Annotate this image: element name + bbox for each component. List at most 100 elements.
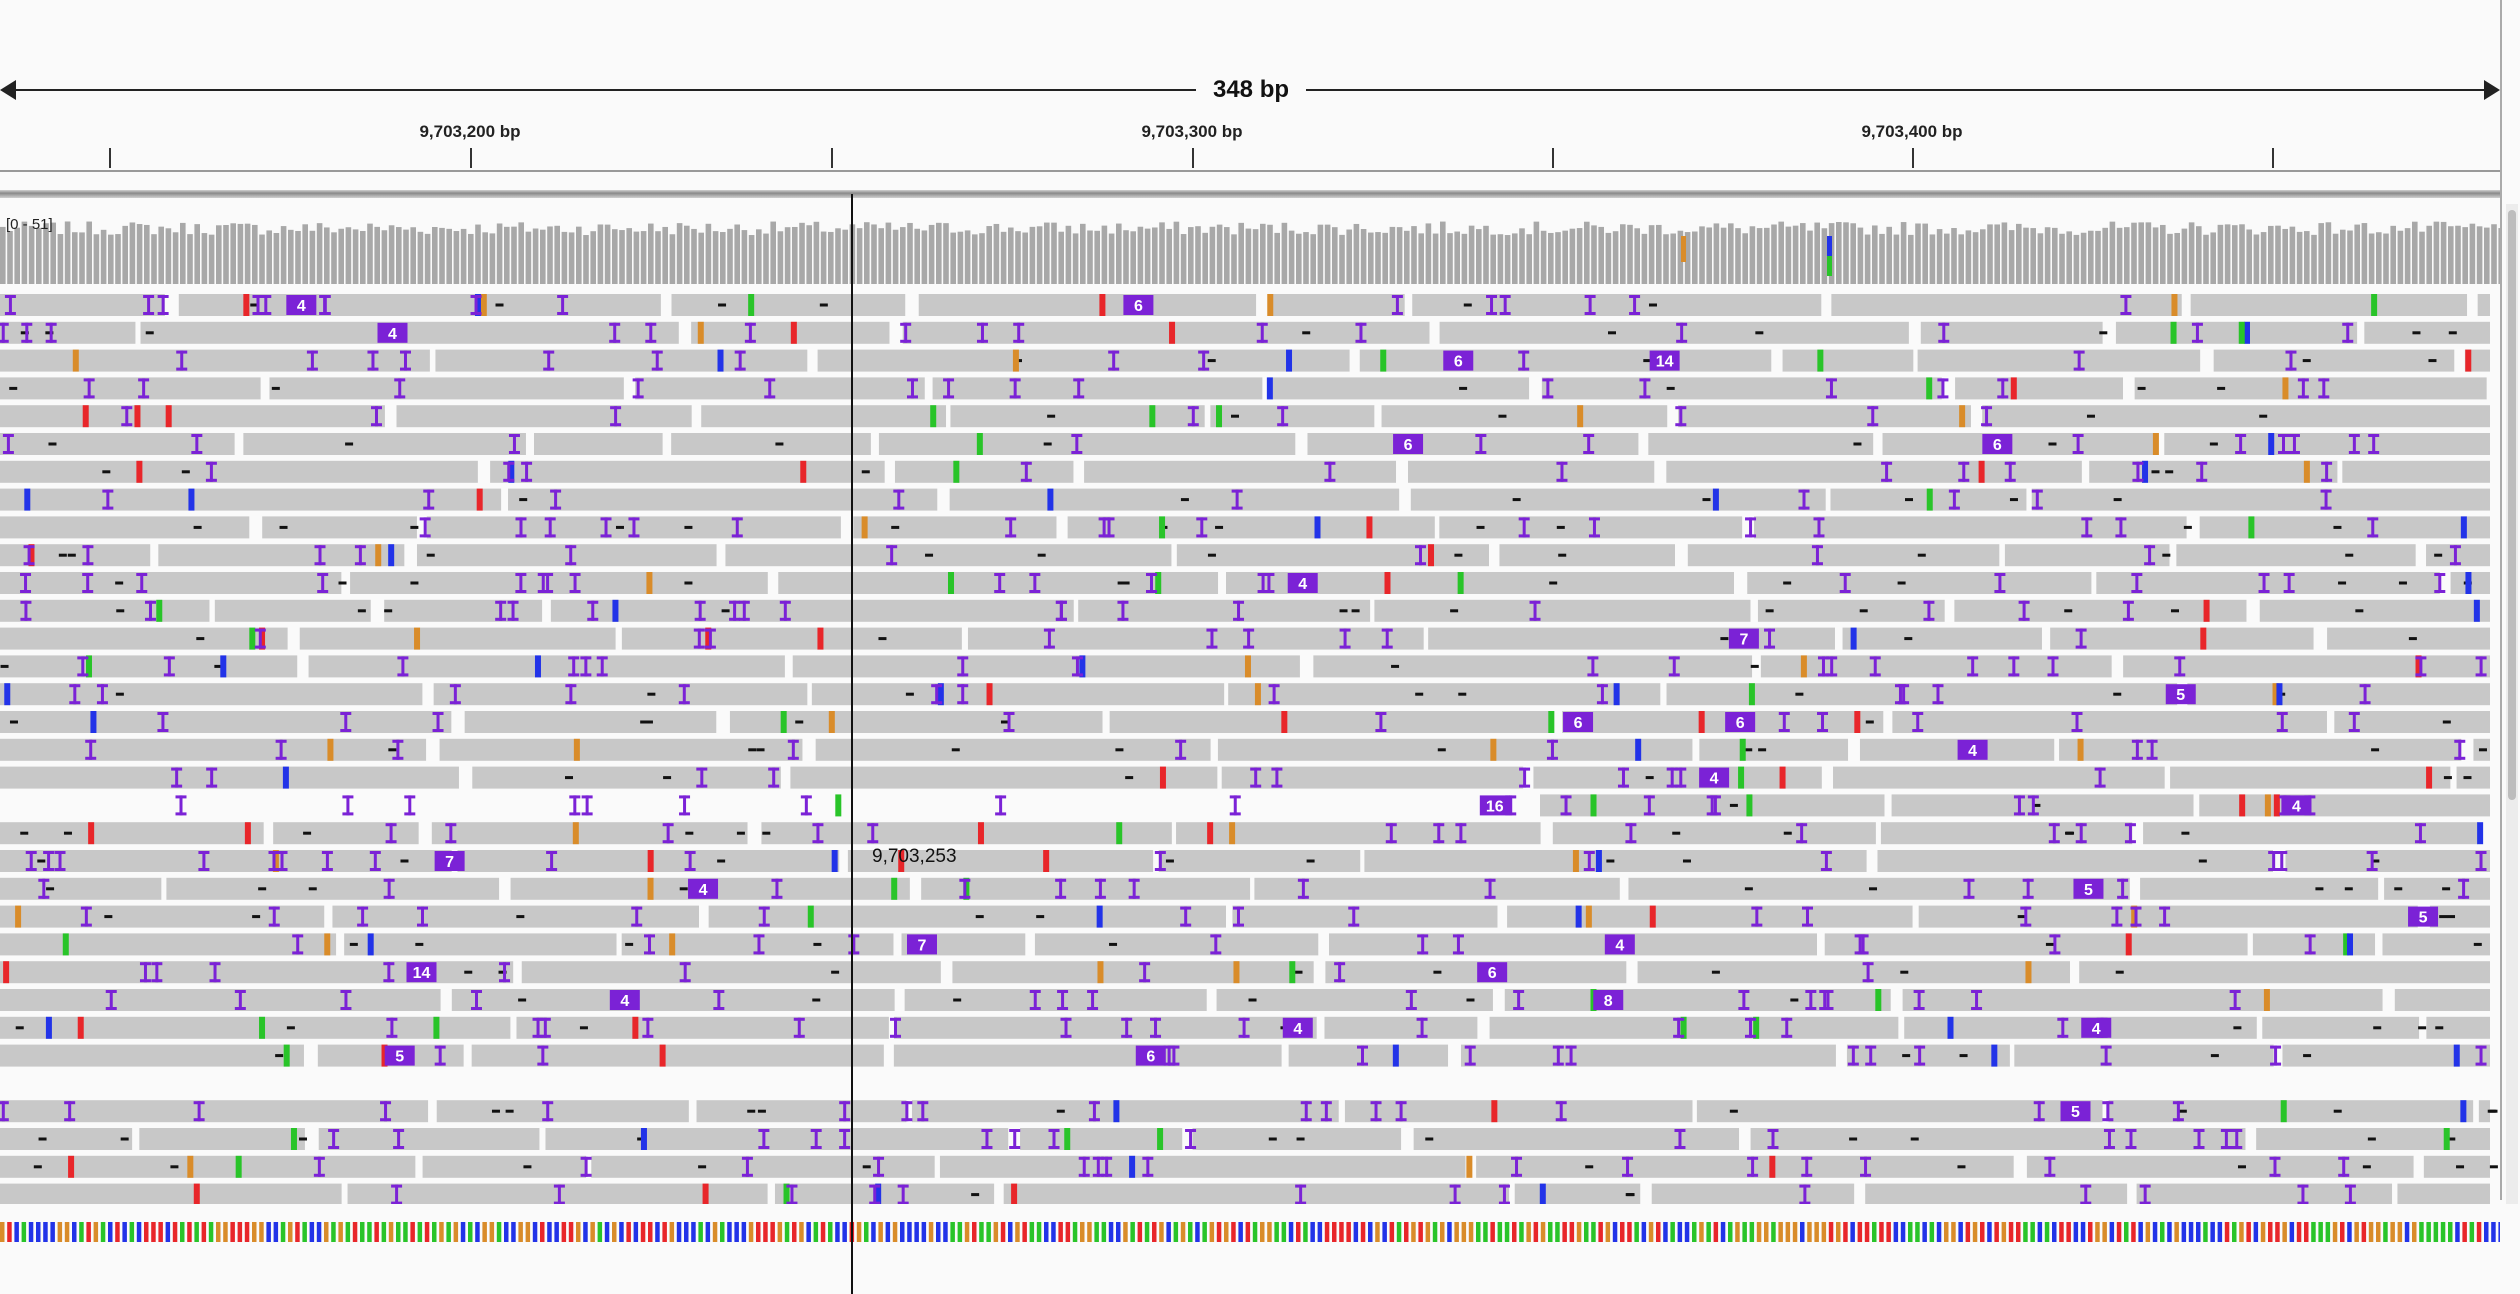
insertion-mark bbox=[698, 600, 702, 621]
insertion-mark bbox=[1971, 990, 1983, 993]
insertion-mark bbox=[318, 545, 322, 566]
read bbox=[1412, 294, 1822, 316]
reference-base bbox=[1540, 1222, 1546, 1242]
insertion-mark bbox=[1267, 573, 1271, 593]
insertion-mark bbox=[1061, 990, 1065, 1010]
coverage-bar bbox=[410, 227, 416, 284]
mismatch-mark bbox=[2453, 1044, 2460, 1067]
deletion-mark bbox=[345, 442, 354, 446]
insertion-mark bbox=[614, 406, 618, 427]
coverage-bar bbox=[900, 227, 906, 284]
deletion-mark bbox=[2259, 414, 2268, 418]
reference-base bbox=[50, 1222, 55, 1242]
reference-base bbox=[1231, 1222, 1236, 1242]
insertion-mark bbox=[1600, 684, 1604, 705]
reference-base bbox=[1166, 1222, 1171, 1242]
insertion-mark bbox=[1869, 1045, 1873, 1066]
insertion-mark bbox=[1175, 756, 1187, 760]
insertion-mark bbox=[2278, 451, 2290, 454]
insertion-mark bbox=[1206, 645, 1218, 649]
insertion-mark bbox=[1071, 673, 1083, 677]
insertion-mark bbox=[1281, 406, 1285, 427]
coverage-bar bbox=[583, 235, 589, 284]
coverage-bar bbox=[885, 222, 892, 284]
reference-base bbox=[763, 1222, 768, 1242]
coverage-bar bbox=[2196, 226, 2202, 284]
deletion-mark bbox=[953, 998, 962, 1002]
insertion-mark bbox=[143, 312, 155, 315]
read bbox=[1410, 488, 1826, 511]
coverage-bar bbox=[1656, 224, 1662, 284]
center-line[interactable] bbox=[851, 194, 853, 1294]
read bbox=[2190, 294, 2468, 316]
coverage-bar bbox=[525, 231, 532, 284]
mismatch-mark bbox=[1748, 683, 1755, 706]
insertion-mark bbox=[537, 1045, 549, 1049]
deletion-mark bbox=[58, 553, 67, 557]
reference-base bbox=[1958, 1222, 1963, 1242]
insertion-mark bbox=[1381, 628, 1393, 632]
insertion-mark bbox=[1185, 1146, 1197, 1149]
reference-base bbox=[1591, 1222, 1596, 1242]
reference-base bbox=[2232, 1222, 2237, 1242]
insertion-mark bbox=[73, 684, 77, 705]
coverage-bar bbox=[1944, 233, 1950, 284]
range-arrow-right-icon bbox=[2484, 80, 2500, 100]
coverage-bar bbox=[1958, 234, 1964, 284]
insertion-mark bbox=[1060, 1017, 1072, 1021]
insertion-mark bbox=[423, 517, 427, 538]
reference-base bbox=[1548, 1222, 1553, 1242]
mismatch-mark bbox=[807, 905, 814, 928]
insertion-mark bbox=[151, 962, 163, 966]
read bbox=[708, 905, 1227, 928]
coverage-bar bbox=[252, 224, 258, 284]
mismatch-mark bbox=[433, 1016, 440, 1039]
insertion-mark bbox=[1942, 322, 1946, 343]
coverage-bar bbox=[482, 232, 488, 284]
coverage-bar bbox=[1972, 232, 1979, 284]
deletion-mark bbox=[0, 664, 9, 668]
deletion-mark bbox=[1180, 498, 1189, 502]
reference-base bbox=[1296, 1222, 1301, 1242]
coverage-bar bbox=[345, 227, 352, 284]
reference-base bbox=[669, 1222, 675, 1242]
reference-base bbox=[136, 1222, 142, 1242]
insertion-mark bbox=[401, 656, 405, 677]
reference-base bbox=[216, 1222, 221, 1242]
insertion-count-box bbox=[1123, 295, 1154, 315]
coverage-bar bbox=[360, 230, 366, 284]
coverage-bar bbox=[2268, 225, 2274, 284]
ruler[interactable]: 348 bp 9,703,200 bp 9,703,300 bp 9,703,4… bbox=[0, 0, 2500, 190]
read bbox=[1176, 544, 1489, 567]
read bbox=[621, 627, 962, 650]
coverage-bar bbox=[1670, 233, 1676, 284]
read bbox=[0, 711, 452, 733]
mismatch-mark bbox=[640, 1128, 647, 1150]
coverage-bar bbox=[1663, 234, 1669, 284]
insertion-mark bbox=[1542, 378, 1554, 382]
scrollbar-thumb[interactable] bbox=[2508, 210, 2516, 800]
insertion-mark bbox=[258, 628, 262, 649]
reference-base bbox=[1720, 1222, 1726, 1242]
insertion-mark bbox=[1518, 367, 1530, 371]
insertion-mark bbox=[238, 990, 242, 1010]
insertion-mark bbox=[609, 339, 621, 343]
mismatch-mark bbox=[1875, 989, 1882, 1011]
reference-base bbox=[1677, 1222, 1683, 1242]
panel-divider[interactable] bbox=[0, 190, 2500, 198]
reference-base bbox=[2484, 1222, 2489, 1242]
coverage-bar bbox=[1382, 232, 1388, 284]
insertion-mark bbox=[1158, 851, 1162, 871]
insertion-mark bbox=[764, 395, 776, 399]
reference-base bbox=[1627, 1222, 1632, 1242]
insertion-mark bbox=[1196, 517, 1208, 521]
insertion-mark bbox=[143, 962, 147, 983]
insertion-mark bbox=[1117, 600, 1129, 604]
insertion-mark bbox=[1414, 545, 1426, 549]
insertion-mark bbox=[191, 434, 203, 437]
coverage-bar bbox=[1792, 225, 1799, 284]
reference-base bbox=[259, 1222, 264, 1242]
insertion-mark bbox=[1801, 906, 1813, 910]
deletion-mark bbox=[279, 525, 288, 529]
